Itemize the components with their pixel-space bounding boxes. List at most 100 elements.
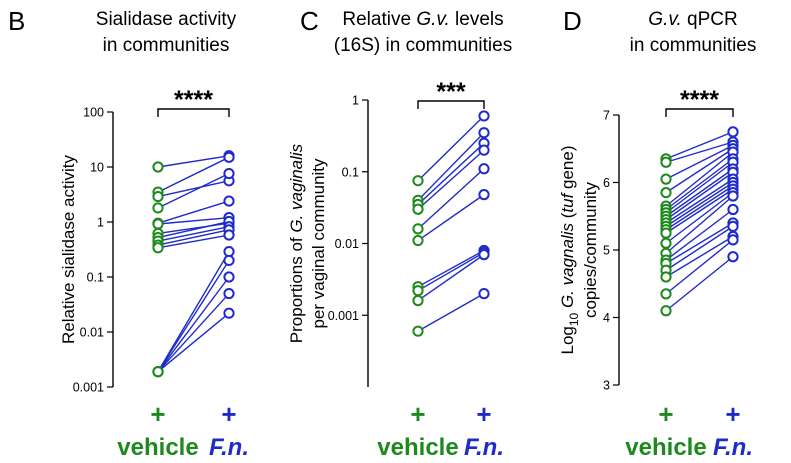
paired-line — [665, 148, 734, 194]
significance-bracket — [157, 108, 230, 117]
paired-line — [157, 156, 230, 193]
paired-line — [417, 115, 485, 182]
vehicle-point — [152, 202, 164, 214]
paired-line — [157, 155, 230, 168]
category-label: F.n. — [713, 434, 753, 461]
paired-line — [417, 254, 485, 302]
paired-line — [157, 234, 230, 249]
chart-title-line: Relative G.v. levels — [342, 9, 503, 30]
paired-line — [665, 235, 734, 278]
paired-line — [665, 185, 734, 231]
paired-line — [417, 194, 485, 242]
paired-line — [665, 151, 734, 207]
vehicle-point — [660, 173, 672, 185]
vehicle-point — [152, 242, 164, 254]
paired-line — [417, 132, 485, 201]
fn-point — [223, 229, 235, 241]
y-tick-label: 0.01 — [80, 326, 104, 340]
y-tick-label: 1 — [352, 94, 359, 108]
chart-title-line: Sialidase activity — [96, 9, 237, 30]
vehicle-point — [412, 285, 424, 297]
y-tick-label: 6 — [603, 176, 610, 190]
category-label: vehicle — [117, 434, 198, 461]
fn-point — [223, 271, 235, 283]
vehicle-point — [152, 161, 164, 173]
chart-panel-c: C Relative G.v. levels (16S) in communitie… — [287, 6, 513, 461]
paired-line — [665, 225, 734, 271]
paired-line — [665, 161, 734, 214]
paired-line — [665, 192, 734, 244]
paired-line — [417, 293, 485, 332]
paired-line — [665, 171, 734, 221]
fn-point — [223, 167, 235, 180]
vehicle-point — [412, 203, 424, 215]
y-tick-label: 0.001 — [328, 309, 359, 323]
vehicle-point — [660, 305, 672, 317]
fn-point — [223, 254, 235, 267]
y-tick-label: 7 — [603, 109, 610, 123]
category-plus: + — [658, 399, 673, 429]
paired-line — [665, 195, 734, 254]
category-plus: + — [221, 399, 236, 429]
paired-line — [665, 239, 734, 295]
chart-panel-b: B Sialidase activity in communities 100 10 1 0… — [8, 6, 249, 461]
chart-title-line: in communities — [630, 35, 757, 56]
vehicle-point — [660, 237, 672, 249]
panel-letter: C — [300, 6, 319, 36]
paired-line — [157, 220, 230, 239]
paired-line — [417, 168, 485, 230]
vehicle-point — [660, 227, 672, 239]
y-axis-label: per vaginal community — [309, 158, 328, 329]
paired-line — [417, 142, 485, 205]
y-tick-label: 100 — [83, 106, 104, 120]
category-label: vehicle — [377, 434, 458, 461]
y-tick-label: 0.1 — [342, 165, 359, 179]
fn-point — [478, 249, 490, 261]
vehicle-point — [660, 156, 672, 168]
y-tick-label: 3 — [603, 379, 610, 393]
significance-stars: **** — [174, 86, 213, 114]
paired-line — [665, 158, 734, 211]
fn-point — [223, 287, 235, 300]
paired-line — [157, 200, 230, 224]
panel-letter: D — [563, 6, 582, 36]
paired-line — [157, 251, 230, 373]
significance-bracket — [417, 100, 485, 109]
y-axis-label: Relative sialidase activity — [59, 155, 78, 344]
fn-point — [727, 251, 739, 263]
significance-bracket — [665, 108, 734, 117]
chart-title-line: (16S) in communities — [334, 35, 512, 56]
paired-line — [157, 229, 230, 246]
fn-point — [478, 110, 490, 122]
category-label: vehicle — [625, 434, 706, 461]
y-tick-label: 4 — [603, 311, 610, 325]
vehicle-point — [412, 234, 424, 247]
fn-point — [478, 189, 490, 201]
category-plus: + — [476, 399, 491, 429]
paired-line — [665, 178, 734, 224]
vehicle-point — [660, 187, 672, 199]
paired-line — [665, 131, 734, 160]
y-tick-label: 0.01 — [335, 237, 359, 251]
fn-point — [727, 190, 739, 202]
vehicle-point — [660, 271, 672, 283]
fn-point — [727, 234, 739, 246]
fn-point — [727, 126, 739, 138]
paired-line — [417, 249, 485, 288]
fn-point — [223, 245, 235, 258]
paired-line — [665, 141, 734, 163]
vehicle-point — [412, 175, 424, 187]
paired-line — [665, 208, 734, 261]
y-tick-label: 5 — [603, 244, 610, 258]
category-label: F.n. — [464, 434, 504, 461]
significance-stars: **** — [680, 86, 719, 114]
vehicle-point — [412, 295, 424, 307]
panel-letter: B — [8, 6, 25, 36]
category-plus: + — [725, 399, 740, 429]
fn-point — [478, 288, 490, 300]
paired-line — [665, 144, 734, 180]
paired-line — [417, 149, 485, 210]
y-tick-label: 1 — [97, 216, 104, 230]
paired-line — [157, 293, 230, 373]
